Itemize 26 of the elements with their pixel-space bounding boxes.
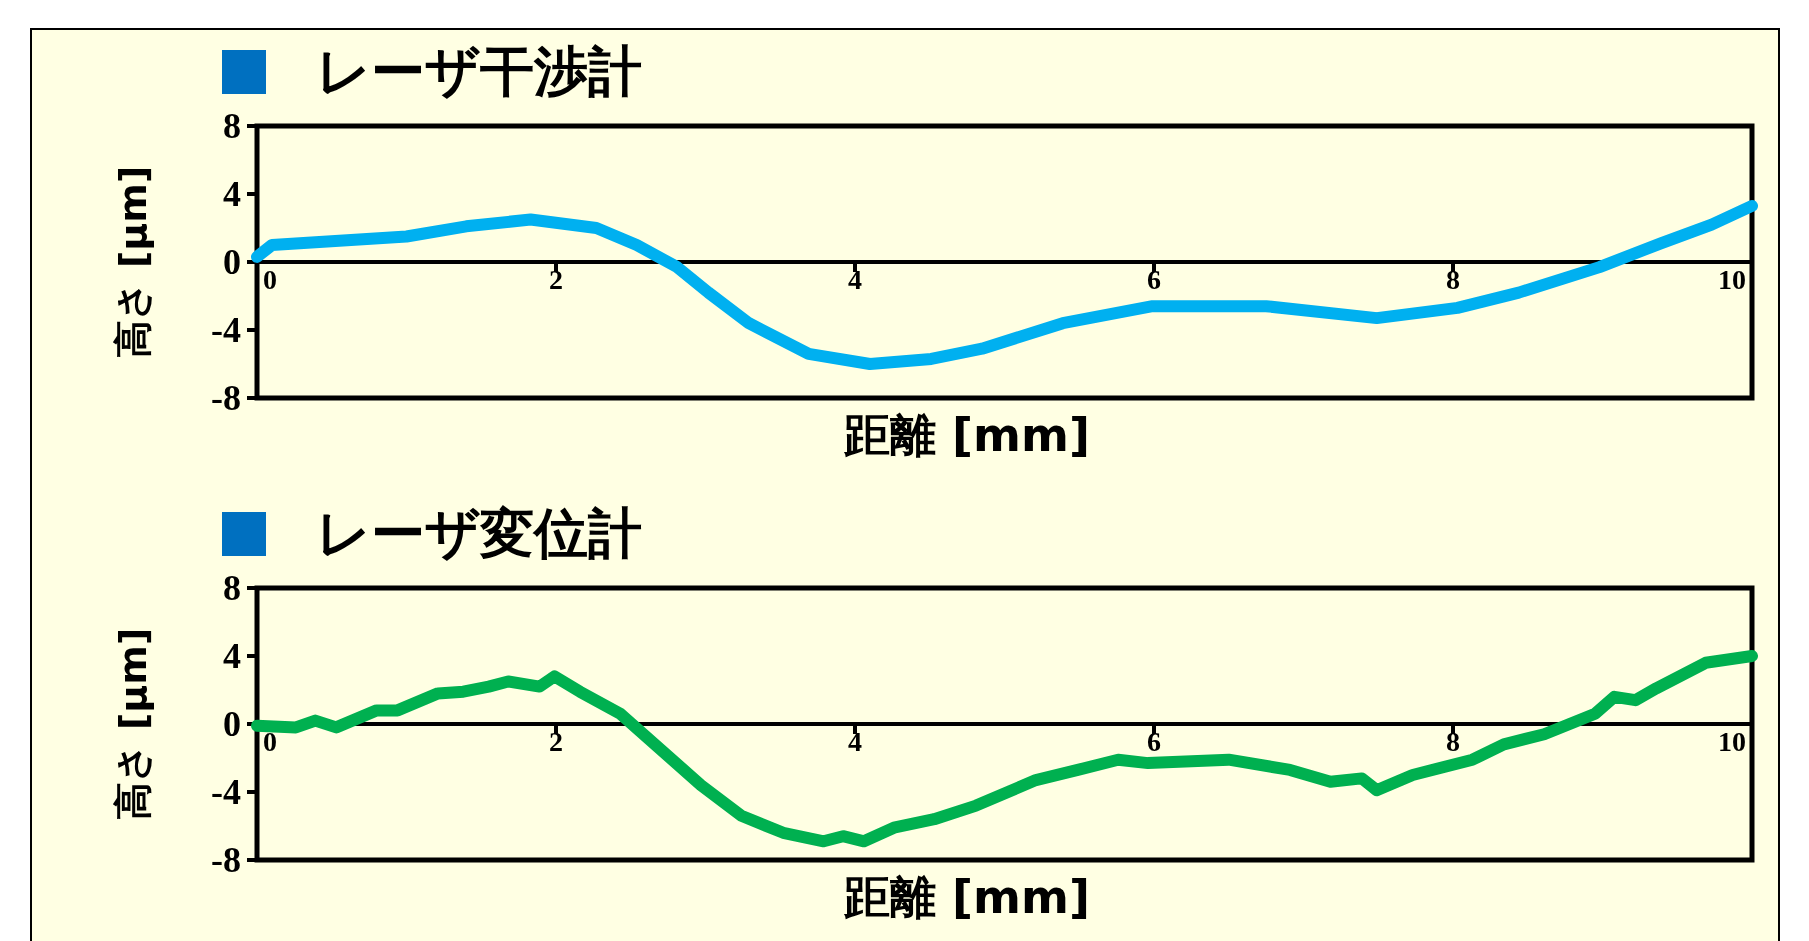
x-tick-label: 4: [848, 263, 862, 295]
y-tick-label: -8: [211, 378, 241, 418]
x-tick-label: 4: [848, 725, 862, 757]
x-tick-label: 2: [549, 725, 563, 757]
x-tick-label: 0: [263, 725, 277, 757]
y-tick-label: 8: [223, 106, 241, 146]
x-tick-label: 8: [1446, 263, 1460, 295]
x-axis-title: 距離 [mm]: [843, 408, 1090, 462]
x-tick-label: 8: [1446, 725, 1460, 757]
x-tick-label: 10: [1718, 263, 1746, 295]
x-tick-label: 0: [263, 263, 277, 295]
y-tick-label: 8: [223, 568, 241, 608]
chart-title: レーザ変位計: [316, 500, 642, 567]
y-tick-label: -4: [211, 772, 241, 812]
x-tick-label: 2: [549, 263, 563, 295]
y-tick-label: 4: [223, 636, 241, 676]
x-tick-label: 6: [1147, 263, 1161, 295]
y-tick-label: -4: [211, 310, 241, 350]
x-tick-label: 10: [1718, 725, 1746, 757]
y-axis-title: 高さ [μm]: [111, 165, 155, 359]
y-tick-label: 4: [223, 174, 241, 214]
x-tick-label: 6: [1147, 725, 1161, 757]
y-tick-label: -8: [211, 840, 241, 880]
x-axis-title: 距離 [mm]: [843, 870, 1090, 924]
y-axis-title: 高さ [μm]: [111, 627, 155, 821]
chart-title: レーザ干渉計: [316, 38, 642, 105]
